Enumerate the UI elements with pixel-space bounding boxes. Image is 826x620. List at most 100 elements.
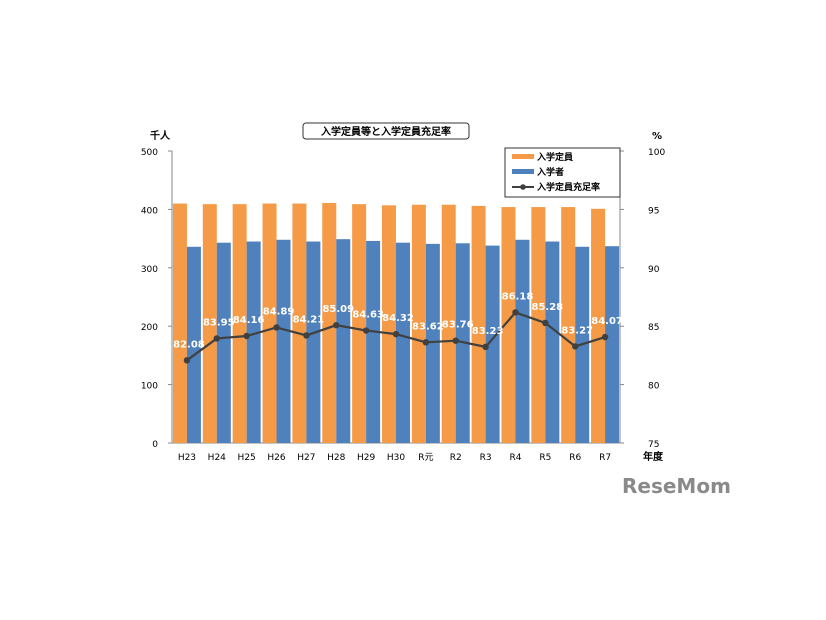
bar-enrolled bbox=[366, 240, 381, 443]
rate-point bbox=[362, 327, 370, 334]
y2-tick-label: 75 bbox=[648, 440, 659, 450]
x-tick-label: R4 bbox=[509, 453, 521, 463]
rate-point bbox=[243, 332, 250, 340]
rate-data-label: 84.07 bbox=[591, 316, 623, 327]
rate-data-label: 85.09 bbox=[322, 304, 354, 315]
x-tick-label: R3 bbox=[480, 453, 492, 463]
x-tick-label: R5 bbox=[539, 453, 551, 463]
bar-capacity bbox=[352, 204, 367, 443]
x-tick-label: R7 bbox=[599, 453, 611, 463]
x-tick-label: H27 bbox=[297, 453, 315, 463]
y2-tick-label: 80 bbox=[648, 382, 660, 392]
rate-point bbox=[512, 309, 519, 316]
rate-data-label: 86.18 bbox=[502, 291, 534, 302]
bar-enrolled bbox=[605, 246, 620, 443]
bar-capacity bbox=[471, 205, 486, 443]
chart-title-box bbox=[302, 122, 470, 140]
rate-point bbox=[482, 343, 489, 351]
rate-data-label: 82.08 bbox=[173, 339, 205, 350]
rate-data-label: 84.21 bbox=[293, 314, 325, 325]
y-tick-label: 500 bbox=[141, 148, 158, 158]
y2-tick-label: 95 bbox=[648, 206, 659, 216]
bar-capacity bbox=[591, 208, 606, 443]
x-tick-label: H24 bbox=[208, 453, 226, 463]
x-tick-label: R6 bbox=[569, 453, 581, 463]
bar-capacity bbox=[202, 204, 217, 443]
bar-enrolled bbox=[485, 245, 500, 443]
rate-data-label: 83.95 bbox=[203, 317, 235, 328]
rate-point bbox=[542, 319, 549, 327]
rate-point bbox=[213, 335, 220, 342]
bar-enrolled bbox=[425, 243, 440, 443]
bar-enrolled bbox=[276, 239, 291, 443]
bar-capacity bbox=[382, 205, 396, 443]
x-tick-label: H25 bbox=[238, 453, 256, 463]
x-tick-label: H28 bbox=[327, 453, 345, 463]
y-tick-label: 200 bbox=[141, 323, 158, 333]
bar-enrolled bbox=[396, 242, 410, 443]
bar-capacity bbox=[561, 207, 576, 443]
bar-enrolled bbox=[216, 242, 231, 443]
legend-label-capacity: 入学定員 bbox=[536, 151, 573, 163]
rate-data-label: 84.89 bbox=[263, 306, 295, 317]
bar-capacity bbox=[172, 203, 187, 443]
x-tick-label: H29 bbox=[357, 453, 375, 463]
rate-point bbox=[572, 343, 579, 350]
bar-capacity bbox=[531, 207, 546, 443]
legend-marker-rate bbox=[520, 184, 526, 190]
x-tick-label: H23 bbox=[178, 453, 196, 463]
x-tick-label: R元 bbox=[418, 453, 433, 463]
y2-tick-label: 90 bbox=[648, 265, 660, 275]
x-tick-label: R2 bbox=[450, 453, 462, 463]
rate-data-label: 83.62 bbox=[412, 321, 444, 332]
rate-data-label: 84.32 bbox=[382, 313, 414, 324]
bar-capacity bbox=[441, 204, 456, 443]
legend-swatch-enrolled bbox=[512, 169, 534, 174]
legend-swatch-capacity bbox=[512, 154, 534, 159]
bar-enrolled bbox=[306, 241, 321, 443]
bar-enrolled bbox=[186, 246, 201, 443]
rate-point bbox=[273, 324, 280, 331]
y2-tick-label: 85 bbox=[648, 323, 659, 333]
left-axis-unit: 千人 bbox=[150, 129, 171, 142]
bar-capacity bbox=[292, 203, 307, 443]
rate-point bbox=[601, 333, 609, 341]
bar-enrolled bbox=[545, 241, 560, 443]
x-tick-label: H26 bbox=[267, 453, 285, 463]
rate-data-label: 84.63 bbox=[352, 310, 384, 321]
resemom-logo: ReseMom bbox=[622, 474, 731, 498]
x-axis-label: 年度 bbox=[643, 450, 664, 463]
bar-capacity bbox=[232, 204, 247, 443]
bar-capacity bbox=[411, 204, 426, 443]
rate-point bbox=[422, 339, 430, 346]
y-tick-label: 0 bbox=[152, 440, 158, 450]
rate-data-label: 83.27 bbox=[561, 325, 593, 336]
legend: 入学定員 入学者 入学定員充足率 bbox=[504, 147, 621, 198]
y-tick-label: 300 bbox=[141, 265, 158, 275]
chart-title: 入学定員等と入学定員充足率 bbox=[321, 125, 451, 138]
rate-point bbox=[183, 357, 191, 364]
legend-label-rate: 入学定員充足率 bbox=[536, 181, 600, 193]
right-axis-unit: % bbox=[652, 131, 662, 142]
rate-point bbox=[452, 337, 459, 344]
rate-data-label: 85.28 bbox=[532, 302, 564, 313]
bar-capacity bbox=[501, 207, 516, 443]
bar-enrolled bbox=[246, 241, 261, 443]
bar-enrolled bbox=[336, 239, 351, 443]
y2-tick-label: 100 bbox=[648, 148, 665, 158]
rate-point bbox=[333, 321, 340, 329]
rate-point bbox=[392, 330, 400, 338]
rate-data-label: 84.16 bbox=[233, 315, 265, 326]
bar-capacity bbox=[322, 202, 337, 443]
rate-data-label: 83.23 bbox=[472, 326, 504, 337]
legend-label-enrolled: 入学者 bbox=[536, 166, 564, 178]
x-tick-label: H30 bbox=[387, 453, 405, 463]
y-tick-label: 400 bbox=[141, 206, 158, 216]
bar-enrolled bbox=[515, 239, 530, 443]
bar-capacity bbox=[262, 203, 277, 443]
rate-point bbox=[303, 332, 310, 339]
rate-data-label: 83.76 bbox=[442, 320, 474, 331]
y-tick-label: 100 bbox=[141, 382, 158, 392]
